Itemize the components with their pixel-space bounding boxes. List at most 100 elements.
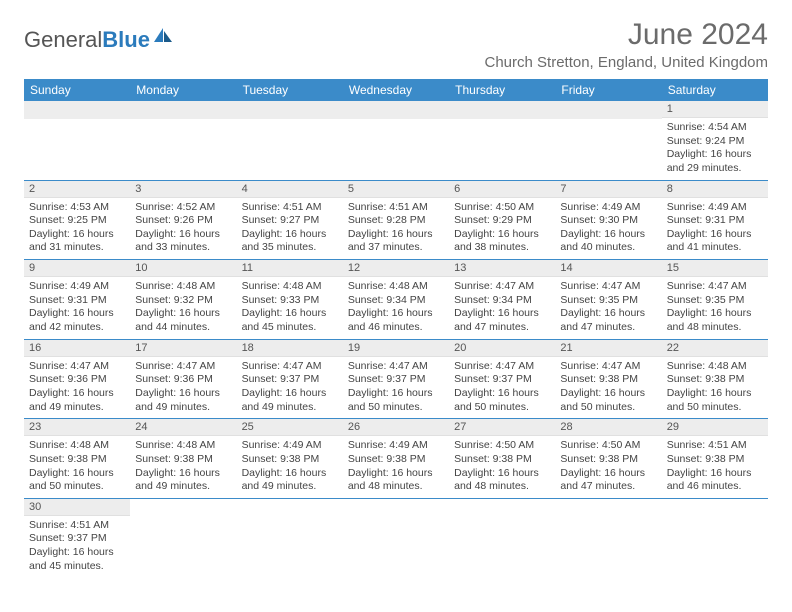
day-cell: 28Sunrise: 4:50 AMSunset: 9:38 PMDayligh… xyxy=(555,419,661,498)
sunrise-line: Sunrise: 4:51 AM xyxy=(242,201,338,215)
day-number: 1 xyxy=(662,101,768,118)
empty-day-fill xyxy=(24,101,130,119)
day-cell: 2Sunrise: 4:53 AMSunset: 9:25 PMDaylight… xyxy=(24,181,130,260)
sunrise-line: Sunrise: 4:48 AM xyxy=(29,439,125,453)
day-cell-empty xyxy=(130,101,236,180)
sunset-line: Sunset: 9:38 PM xyxy=(667,453,763,467)
day-cell: 24Sunrise: 4:48 AMSunset: 9:38 PMDayligh… xyxy=(130,419,236,498)
day-content: Sunrise: 4:49 AMSunset: 9:31 PMDaylight:… xyxy=(24,277,130,339)
sunrise-line: Sunrise: 4:50 AM xyxy=(454,201,550,215)
day-cell: 16Sunrise: 4:47 AMSunset: 9:36 PMDayligh… xyxy=(24,340,130,419)
empty-day-fill xyxy=(237,101,343,119)
sunrise-line: Sunrise: 4:47 AM xyxy=(242,360,338,374)
day-number: 6 xyxy=(449,181,555,198)
day-content: Sunrise: 4:49 AMSunset: 9:38 PMDaylight:… xyxy=(343,436,449,498)
sunrise-line: Sunrise: 4:47 AM xyxy=(560,360,656,374)
weekday-header: Thursday xyxy=(449,79,555,101)
daylight-line-2: and 50 minutes. xyxy=(560,401,656,415)
daylight-line-1: Daylight: 16 hours xyxy=(135,387,231,401)
daylight-line-1: Daylight: 16 hours xyxy=(242,307,338,321)
sunrise-line: Sunrise: 4:49 AM xyxy=(242,439,338,453)
daylight-line-1: Daylight: 16 hours xyxy=(348,387,444,401)
day-cell-empty xyxy=(555,101,661,180)
day-content: Sunrise: 4:47 AMSunset: 9:36 PMDaylight:… xyxy=(130,357,236,419)
sunrise-line: Sunrise: 4:50 AM xyxy=(454,439,550,453)
day-number: 16 xyxy=(24,340,130,357)
daylight-line-1: Daylight: 16 hours xyxy=(29,387,125,401)
daylight-line-1: Daylight: 16 hours xyxy=(348,307,444,321)
sunset-line: Sunset: 9:28 PM xyxy=(348,214,444,228)
daylight-line-1: Daylight: 16 hours xyxy=(560,228,656,242)
daylight-line-1: Daylight: 16 hours xyxy=(242,228,338,242)
daylight-line-2: and 49 minutes. xyxy=(242,401,338,415)
day-number: 13 xyxy=(449,260,555,277)
day-cell-empty xyxy=(662,499,768,578)
day-number: 15 xyxy=(662,260,768,277)
daylight-line-1: Daylight: 16 hours xyxy=(667,387,763,401)
day-content: Sunrise: 4:52 AMSunset: 9:26 PMDaylight:… xyxy=(130,198,236,260)
day-cell: 6Sunrise: 4:50 AMSunset: 9:29 PMDaylight… xyxy=(449,181,555,260)
day-content: Sunrise: 4:48 AMSunset: 9:34 PMDaylight:… xyxy=(343,277,449,339)
daylight-line-2: and 48 minutes. xyxy=(454,480,550,494)
daylight-line-2: and 47 minutes. xyxy=(560,480,656,494)
day-number: 28 xyxy=(555,419,661,436)
week-row: 23Sunrise: 4:48 AMSunset: 9:38 PMDayligh… xyxy=(24,419,768,499)
daylight-line-2: and 49 minutes. xyxy=(242,480,338,494)
sunrise-line: Sunrise: 4:48 AM xyxy=(667,360,763,374)
day-content: Sunrise: 4:48 AMSunset: 9:38 PMDaylight:… xyxy=(662,357,768,419)
sunrise-line: Sunrise: 4:51 AM xyxy=(29,519,125,533)
daylight-line-2: and 46 minutes. xyxy=(348,321,444,335)
day-cell-empty xyxy=(24,101,130,180)
daylight-line-1: Daylight: 16 hours xyxy=(667,228,763,242)
sunset-line: Sunset: 9:38 PM xyxy=(454,453,550,467)
day-cell: 5Sunrise: 4:51 AMSunset: 9:28 PMDaylight… xyxy=(343,181,449,260)
day-number: 17 xyxy=(130,340,236,357)
sunrise-line: Sunrise: 4:54 AM xyxy=(667,121,763,135)
daylight-line-1: Daylight: 16 hours xyxy=(135,228,231,242)
day-number: 30 xyxy=(24,499,130,516)
day-cell-empty xyxy=(130,499,236,578)
weekday-header: Saturday xyxy=(662,79,768,101)
sunset-line: Sunset: 9:35 PM xyxy=(667,294,763,308)
sunset-line: Sunset: 9:37 PM xyxy=(242,373,338,387)
day-number: 25 xyxy=(237,419,343,436)
day-cell: 25Sunrise: 4:49 AMSunset: 9:38 PMDayligh… xyxy=(237,419,343,498)
title-block: June 2024 Church Stretton, England, Unit… xyxy=(485,18,769,71)
sunrise-line: Sunrise: 4:50 AM xyxy=(560,439,656,453)
day-content: Sunrise: 4:48 AMSunset: 9:38 PMDaylight:… xyxy=(130,436,236,498)
daylight-line-1: Daylight: 16 hours xyxy=(454,387,550,401)
day-number: 5 xyxy=(343,181,449,198)
sunrise-line: Sunrise: 4:47 AM xyxy=(560,280,656,294)
sunrise-line: Sunrise: 4:49 AM xyxy=(560,201,656,215)
day-cell-empty xyxy=(449,101,555,180)
daylight-line-2: and 35 minutes. xyxy=(242,241,338,255)
day-cell: 27Sunrise: 4:50 AMSunset: 9:38 PMDayligh… xyxy=(449,419,555,498)
sunset-line: Sunset: 9:37 PM xyxy=(454,373,550,387)
sunset-line: Sunset: 9:38 PM xyxy=(348,453,444,467)
sunset-line: Sunset: 9:31 PM xyxy=(667,214,763,228)
week-row: 30Sunrise: 4:51 AMSunset: 9:37 PMDayligh… xyxy=(24,499,768,578)
day-number: 19 xyxy=(343,340,449,357)
day-number: 2 xyxy=(24,181,130,198)
sunrise-line: Sunrise: 4:47 AM xyxy=(454,360,550,374)
day-content: Sunrise: 4:51 AMSunset: 9:38 PMDaylight:… xyxy=(662,436,768,498)
daylight-line-2: and 33 minutes. xyxy=(135,241,231,255)
daylight-line-2: and 40 minutes. xyxy=(560,241,656,255)
sunset-line: Sunset: 9:38 PM xyxy=(242,453,338,467)
day-cell: 8Sunrise: 4:49 AMSunset: 9:31 PMDaylight… xyxy=(662,181,768,260)
day-number: 26 xyxy=(343,419,449,436)
empty-day-fill xyxy=(449,101,555,119)
sunrise-line: Sunrise: 4:51 AM xyxy=(667,439,763,453)
day-cell: 22Sunrise: 4:48 AMSunset: 9:38 PMDayligh… xyxy=(662,340,768,419)
daylight-line-2: and 49 minutes. xyxy=(29,401,125,415)
daylight-line-2: and 48 minutes. xyxy=(348,480,444,494)
logo-text-1: General xyxy=(24,27,102,53)
day-number: 27 xyxy=(449,419,555,436)
day-cell: 3Sunrise: 4:52 AMSunset: 9:26 PMDaylight… xyxy=(130,181,236,260)
sunset-line: Sunset: 9:36 PM xyxy=(135,373,231,387)
sunset-line: Sunset: 9:38 PM xyxy=(29,453,125,467)
day-cell: 12Sunrise: 4:48 AMSunset: 9:34 PMDayligh… xyxy=(343,260,449,339)
day-number: 9 xyxy=(24,260,130,277)
sunset-line: Sunset: 9:33 PM xyxy=(242,294,338,308)
sunset-line: Sunset: 9:27 PM xyxy=(242,214,338,228)
